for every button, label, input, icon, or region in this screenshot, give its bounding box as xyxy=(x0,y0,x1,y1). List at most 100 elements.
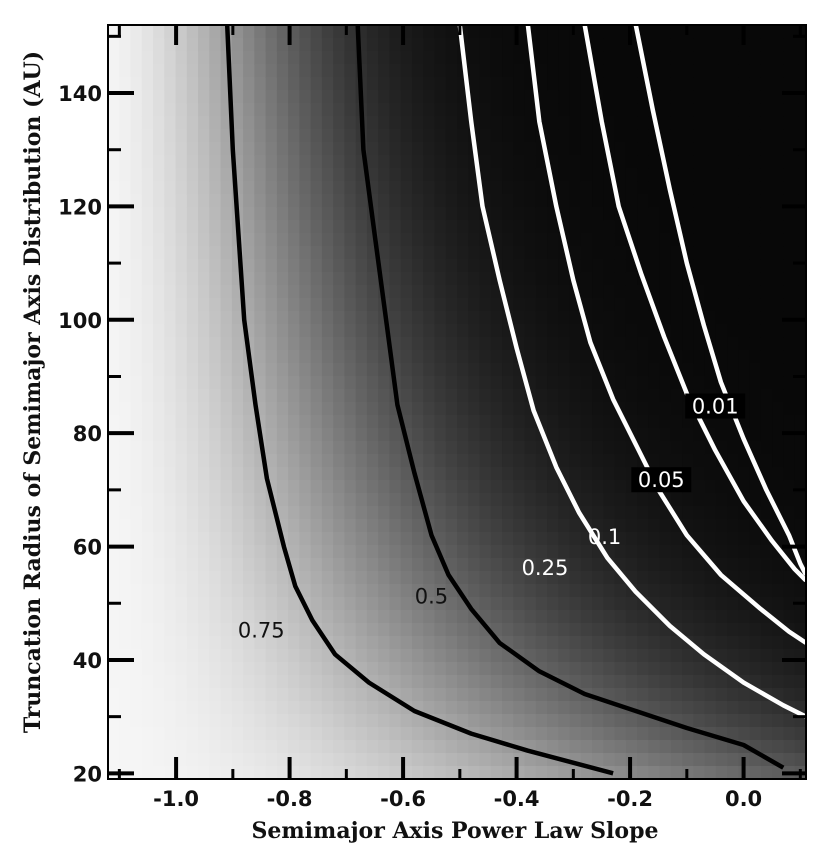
heatmap-cell xyxy=(209,90,222,104)
heatmap-cell xyxy=(299,181,312,195)
heatmap-cell xyxy=(288,701,300,715)
heatmap-cell xyxy=(592,519,604,533)
heatmap-cell xyxy=(524,194,537,208)
contour-label-text: 0.05 xyxy=(638,468,685,492)
heatmap-cell xyxy=(682,129,695,143)
heatmap-cell xyxy=(749,220,762,234)
heatmap-cell xyxy=(186,376,199,390)
heatmap-cell xyxy=(760,246,773,260)
heatmap-cell xyxy=(614,571,627,585)
heatmap-cell xyxy=(715,753,728,767)
heatmap-cell xyxy=(738,77,751,91)
heatmap-cell xyxy=(580,376,593,390)
heatmap-cell xyxy=(198,90,210,104)
heatmap-cell xyxy=(254,155,267,169)
heatmap-cell xyxy=(288,454,300,468)
heatmap-cell xyxy=(749,727,762,741)
heatmap-cell xyxy=(479,623,492,637)
heatmap-cell xyxy=(648,727,661,741)
heatmap-cell xyxy=(603,51,616,65)
heatmap-cell xyxy=(625,129,638,143)
heatmap-cell xyxy=(772,155,785,169)
heatmap-cell xyxy=(603,207,616,221)
heatmap-cell xyxy=(547,545,559,559)
heatmap-cell xyxy=(411,168,424,182)
heatmap-cell xyxy=(378,532,391,546)
heatmap-cell xyxy=(625,558,638,572)
heatmap-cell xyxy=(614,545,627,559)
heatmap-cell xyxy=(243,64,255,78)
heatmap-cell xyxy=(265,688,278,702)
heatmap-cell xyxy=(783,415,796,429)
heatmap-cell xyxy=(389,259,402,273)
heatmap-cell xyxy=(411,545,424,559)
heatmap-cell xyxy=(108,610,120,624)
heatmap-cell xyxy=(344,181,357,195)
heatmap-cell xyxy=(513,545,526,559)
heatmap-cell xyxy=(558,701,571,715)
heatmap-cell xyxy=(175,142,188,156)
heatmap-cell xyxy=(231,662,244,676)
heatmap-cell xyxy=(760,402,773,416)
heatmap-cell xyxy=(389,272,402,286)
heatmap-cell xyxy=(670,246,683,260)
heatmap-cell xyxy=(592,649,604,663)
heatmap-cell xyxy=(231,116,244,130)
heatmap-cell xyxy=(524,532,537,546)
heatmap-cell xyxy=(243,688,255,702)
heatmap-cell xyxy=(524,103,537,117)
heatmap-cell xyxy=(423,610,436,624)
heatmap-cell xyxy=(535,25,548,39)
heatmap-cell xyxy=(749,181,762,195)
heatmap-cell xyxy=(153,402,165,416)
heatmap-cell xyxy=(141,428,154,442)
heatmap-cell xyxy=(704,467,717,481)
heatmap-cell xyxy=(693,558,706,572)
heatmap-cell xyxy=(648,272,661,286)
heatmap-cell xyxy=(670,77,683,91)
heatmap-cell xyxy=(119,688,132,702)
heatmap-cell xyxy=(670,350,683,364)
heatmap-cell xyxy=(445,441,458,455)
heatmap-cell xyxy=(580,168,593,182)
heatmap-cell xyxy=(310,519,323,533)
heatmap-cell xyxy=(727,51,740,65)
heatmap-cell xyxy=(265,467,278,481)
heatmap-cell xyxy=(231,168,244,182)
heatmap-cell xyxy=(558,636,571,650)
heatmap-cell xyxy=(524,610,537,624)
heatmap-cell xyxy=(276,142,289,156)
heatmap-cell xyxy=(220,168,233,182)
heatmap-cell xyxy=(524,571,537,585)
heatmap-cell xyxy=(704,636,717,650)
heatmap-cell xyxy=(637,597,649,611)
heatmap-cell xyxy=(490,181,503,195)
heatmap-cell xyxy=(265,311,278,325)
heatmap-cell xyxy=(299,623,312,637)
heatmap-cell xyxy=(243,454,255,468)
heatmap-cell xyxy=(772,129,785,143)
heatmap-cell xyxy=(288,207,300,221)
heatmap-cell xyxy=(715,597,728,611)
heatmap-cell xyxy=(670,519,683,533)
heatmap-cell xyxy=(119,285,132,299)
heatmap-cell xyxy=(715,467,728,481)
heatmap-cell xyxy=(502,77,514,91)
heatmap-cell xyxy=(423,25,436,39)
heatmap-cell xyxy=(558,766,571,779)
heatmap-cell xyxy=(344,610,357,624)
heatmap-cell xyxy=(625,740,638,754)
heatmap-cell xyxy=(175,766,188,779)
heatmap-cell xyxy=(479,311,492,325)
heatmap-cell xyxy=(299,298,312,312)
heatmap-cell xyxy=(603,584,616,598)
heatmap-cell xyxy=(355,207,368,221)
heatmap-cell xyxy=(468,766,481,779)
heatmap-cell xyxy=(423,51,436,65)
heatmap-cell xyxy=(186,467,199,481)
heatmap-cell xyxy=(625,155,638,169)
heatmap-cell xyxy=(648,610,661,624)
heatmap-cell xyxy=(772,298,785,312)
heatmap-cell xyxy=(434,337,447,351)
heatmap-cell xyxy=(592,610,604,624)
